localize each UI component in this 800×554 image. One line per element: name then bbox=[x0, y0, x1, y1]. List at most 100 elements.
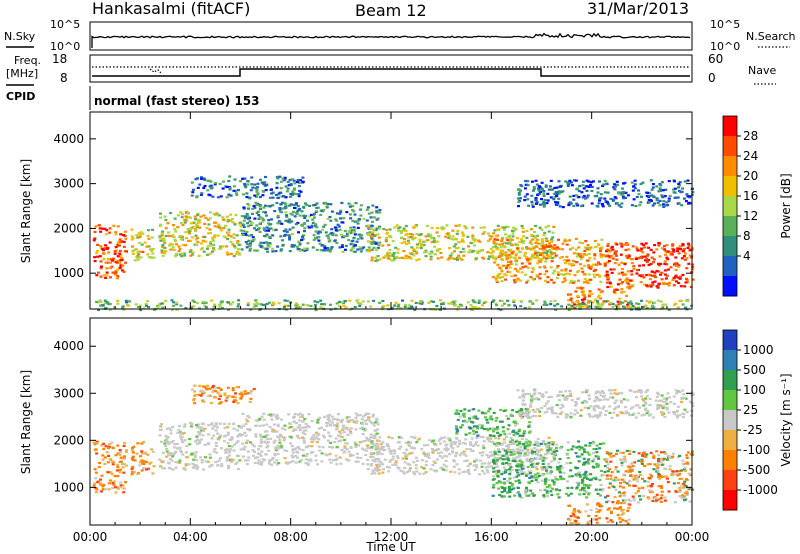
scatter-cell bbox=[188, 250, 192, 253]
scatter-cell bbox=[316, 463, 320, 466]
scatter-cell bbox=[397, 441, 401, 444]
scatter-cell bbox=[294, 192, 298, 196]
scatter-cell bbox=[234, 192, 238, 195]
scatter-cell bbox=[198, 183, 202, 186]
scatter-cell bbox=[457, 468, 461, 471]
scatter-cell bbox=[214, 422, 218, 425]
scatter-cell bbox=[101, 247, 104, 250]
scatter-cell bbox=[461, 424, 464, 427]
scatter-cell bbox=[209, 464, 213, 467]
scatter-cell bbox=[349, 419, 352, 422]
scatter-cell bbox=[357, 233, 361, 236]
scatter-cell bbox=[226, 433, 230, 436]
scatter-cell bbox=[247, 243, 251, 246]
scatter-cell bbox=[587, 305, 591, 308]
scatter-cell bbox=[382, 468, 385, 471]
scatter-cell bbox=[556, 264, 560, 268]
scatter-cell bbox=[371, 459, 375, 462]
scatter-cell bbox=[367, 224, 371, 227]
scatter-cell bbox=[514, 252, 518, 256]
scatter-cell bbox=[512, 453, 516, 456]
scatter-cell bbox=[528, 481, 531, 485]
scatter-cell bbox=[653, 244, 657, 247]
scatter-cell bbox=[663, 269, 667, 272]
scatter-cell bbox=[101, 227, 105, 230]
scatter-cell bbox=[457, 412, 461, 415]
scatter-cell bbox=[486, 471, 490, 474]
scatter-cell bbox=[534, 224, 538, 228]
scatter-cell bbox=[499, 457, 503, 460]
scatter-cell bbox=[550, 493, 554, 497]
scatter-cell bbox=[574, 248, 578, 251]
scatter-cell bbox=[542, 190, 546, 193]
scatter-cell bbox=[485, 427, 489, 430]
scatter-cell bbox=[172, 248, 176, 251]
scatter-cell bbox=[378, 301, 382, 304]
scatter-cell bbox=[458, 454, 462, 457]
scatter-cell bbox=[405, 233, 409, 236]
scatter-cell bbox=[308, 215, 312, 218]
scatter-cell bbox=[277, 193, 281, 196]
scatter-cell bbox=[547, 484, 551, 487]
scatter-cell bbox=[502, 430, 505, 433]
scatter-cell bbox=[422, 451, 426, 454]
scatter-cell bbox=[396, 248, 400, 251]
scatter-cell bbox=[300, 436, 304, 439]
scatter-cell bbox=[172, 224, 175, 227]
scatter-cell bbox=[571, 262, 575, 265]
scatter-cell bbox=[469, 443, 473, 446]
scatter-cell bbox=[632, 265, 636, 268]
scatter-cell bbox=[102, 442, 106, 445]
scatter-cell bbox=[355, 456, 359, 459]
scatter-cell bbox=[520, 472, 524, 475]
scatter-cell bbox=[446, 258, 450, 261]
scatter-cell bbox=[171, 234, 175, 237]
scatter-cell bbox=[472, 416, 476, 419]
scatter-cell bbox=[476, 427, 480, 430]
scatter-cell bbox=[159, 425, 163, 428]
scatter-cell bbox=[295, 180, 299, 183]
scatter-cell bbox=[480, 424, 484, 427]
scatter-cell bbox=[653, 202, 656, 205]
scatter-cell bbox=[254, 419, 258, 422]
scatter-cell bbox=[280, 446, 284, 449]
scatter-cell bbox=[620, 288, 624, 291]
scatter-cell bbox=[535, 476, 539, 479]
scatter-cell bbox=[628, 449, 632, 453]
scatter-cell bbox=[272, 423, 276, 426]
scatter-cell bbox=[568, 195, 572, 198]
scatter-cell bbox=[549, 278, 553, 281]
scatter-cell bbox=[338, 300, 342, 303]
scatter-cell bbox=[191, 462, 195, 465]
scatter-cell bbox=[543, 453, 547, 456]
scatter-cell bbox=[599, 280, 603, 283]
scatter-cell bbox=[196, 213, 200, 217]
scatter-cell bbox=[102, 274, 106, 277]
scatter-cell bbox=[619, 302, 623, 305]
scatter-cell bbox=[489, 437, 493, 440]
scatter-cell bbox=[494, 419, 498, 422]
scatter-cell bbox=[542, 194, 546, 197]
scatter-cell bbox=[192, 305, 196, 308]
scatter-cell bbox=[603, 465, 607, 468]
scatter-cell bbox=[442, 463, 446, 466]
scatter-cell bbox=[239, 180, 243, 183]
scatter-cell bbox=[376, 447, 380, 450]
scatter-cell bbox=[389, 236, 393, 239]
scatter-cell bbox=[253, 249, 257, 252]
scatter-cell bbox=[460, 238, 464, 241]
scatter-cell bbox=[491, 257, 495, 260]
scatter-cell bbox=[286, 187, 290, 190]
scatter-cell bbox=[496, 274, 500, 277]
scatter-cell bbox=[527, 494, 531, 497]
scatter-cell bbox=[637, 459, 641, 462]
scatter-cell bbox=[184, 468, 187, 471]
scatter-cell bbox=[655, 285, 659, 288]
scatter-cell bbox=[645, 273, 649, 277]
scatter-cell bbox=[663, 262, 667, 265]
scatter-cell bbox=[173, 452, 176, 455]
scatter-cell bbox=[675, 470, 679, 473]
scatter-cell bbox=[530, 243, 534, 246]
scatter-cell bbox=[159, 465, 162, 468]
scatter-cell bbox=[369, 216, 373, 219]
